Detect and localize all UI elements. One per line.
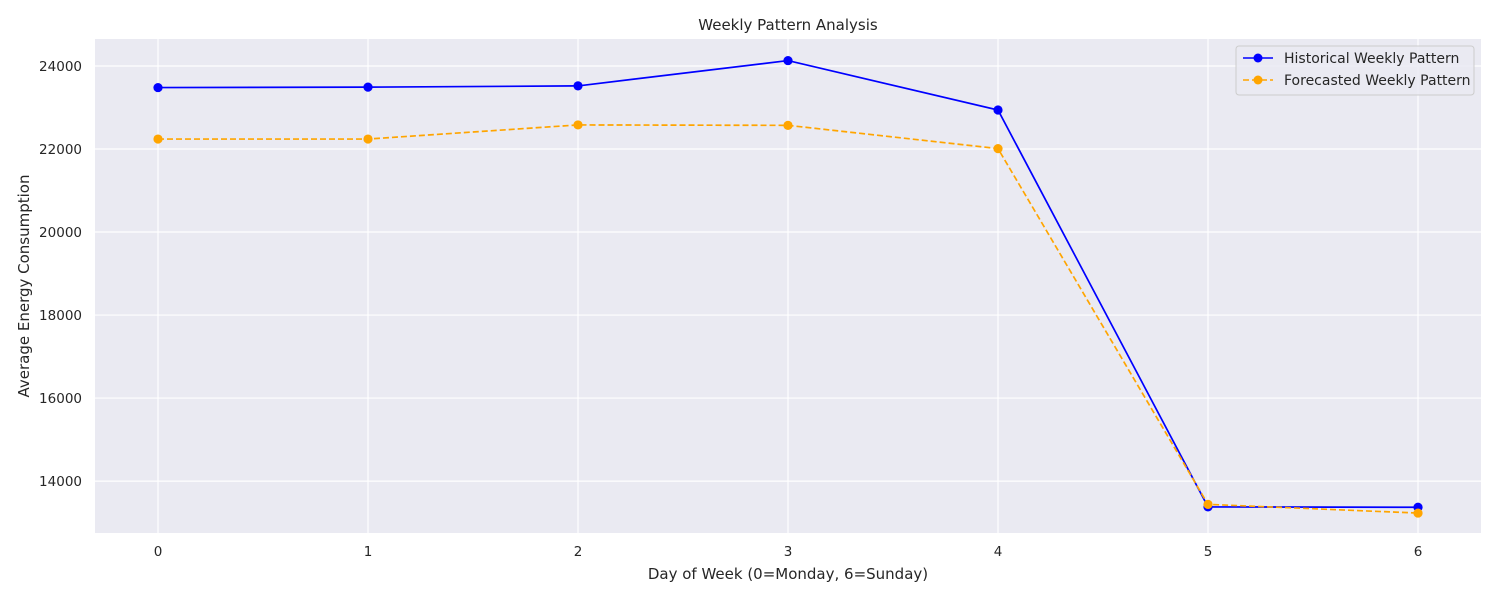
legend-entry-historical: Historical Weekly Pattern bbox=[1284, 51, 1459, 67]
series-1-point bbox=[153, 134, 163, 144]
legend-marker-historical bbox=[1253, 53, 1263, 63]
y-axis-ticks: 14000 16000 18000 20000 22000 24000 bbox=[39, 59, 82, 490]
legend-entry-forecasted: Forecasted Weekly Pattern bbox=[1284, 73, 1471, 89]
legend-marker-forecasted bbox=[1253, 75, 1263, 85]
x-tick-label: 2 bbox=[574, 544, 583, 560]
x-axis-label: Day of Week (0=Monday, 6=Sunday) bbox=[648, 565, 928, 583]
legend: Historical Weekly Pattern Forecasted Wee… bbox=[1235, 45, 1475, 96]
y-tick-label: 16000 bbox=[39, 391, 82, 407]
x-axis-ticks: 0 1 2 3 4 5 6 bbox=[154, 544, 1423, 560]
series-0-point bbox=[783, 55, 793, 66]
series-layer bbox=[153, 55, 1423, 518]
series-0-point bbox=[363, 82, 373, 92]
series-0-point bbox=[573, 81, 583, 91]
y-tick-label: 24000 bbox=[39, 59, 82, 75]
x-tick-label: 3 bbox=[784, 544, 793, 560]
chart-title: Weekly Pattern Analysis bbox=[698, 16, 878, 34]
x-tick-label: 6 bbox=[1414, 544, 1423, 560]
legend-box bbox=[1235, 45, 1475, 96]
series-1-point bbox=[573, 120, 583, 130]
y-tick-label: 22000 bbox=[39, 142, 82, 158]
y-tick-label: 14000 bbox=[39, 474, 82, 490]
series-1-point bbox=[993, 143, 1003, 154]
x-tick-label: 4 bbox=[994, 544, 1003, 560]
series-1-point bbox=[783, 120, 793, 130]
x-tick-label: 1 bbox=[364, 544, 373, 560]
y-tick-label: 20000 bbox=[39, 225, 82, 241]
x-tick-label: 0 bbox=[154, 544, 163, 560]
series-0-point bbox=[993, 105, 1003, 115]
y-axis-label: Average Energy Consumption bbox=[15, 175, 33, 398]
x-tick-label: 5 bbox=[1204, 544, 1213, 560]
series-1-point bbox=[1203, 499, 1213, 509]
y-tick-label: 18000 bbox=[39, 308, 82, 324]
series-0-point bbox=[153, 82, 163, 93]
series-1-point bbox=[1413, 508, 1423, 518]
series-1-point bbox=[363, 134, 373, 144]
